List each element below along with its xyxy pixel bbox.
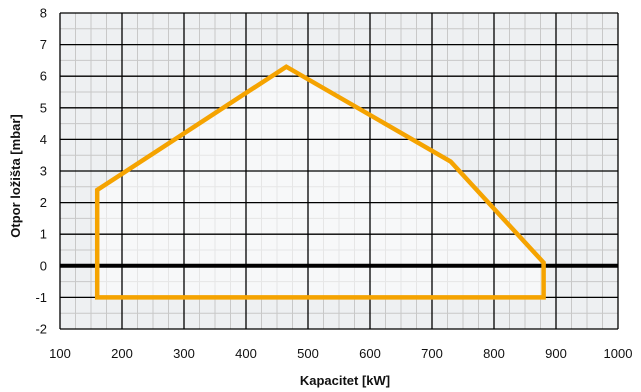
y-axis-title: Otpor ložišta [mbar] [8,114,23,238]
y-tick-label: 6 [40,69,47,84]
y-tick-label: 7 [40,37,47,52]
y-tick-label: 4 [40,132,47,147]
x-tick-label: 800 [483,346,505,361]
y-tick-label: 2 [40,195,47,210]
x-tick-label: 200 [111,346,133,361]
y-tick-label: 5 [40,100,47,115]
x-tick-label: 600 [359,346,381,361]
x-tick-label: 500 [297,346,319,361]
y-tick-label: -1 [35,290,47,305]
x-tick-label: 400 [235,346,257,361]
x-axis-title: Kapacitet [kW] [300,373,390,388]
y-tick-label: 8 [40,6,47,21]
y-tick-labels: -2 -1 0 1 2 3 4 5 6 7 8 [35,6,47,337]
x-tick-label: 100 [49,346,71,361]
y-tick-label: 0 [40,258,47,273]
x-tick-label: 900 [545,346,567,361]
x-tick-labels: 100 200 300 400 500 600 700 800 900 1000 [49,346,632,361]
y-tick-label: 1 [40,227,47,242]
operating-envelope-outline [94,64,546,300]
x-tick-label: 1000 [604,346,633,361]
y-tick-label: -2 [35,322,47,337]
x-tick-label: 300 [173,346,195,361]
y-tick-label: 3 [40,164,47,179]
x-tick-label: 700 [421,346,443,361]
